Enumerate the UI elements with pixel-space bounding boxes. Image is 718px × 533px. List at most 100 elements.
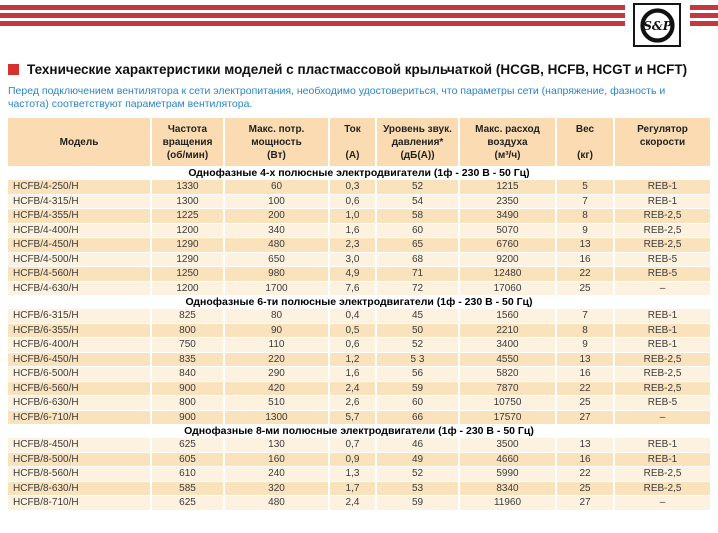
value-cell: 0,9 xyxy=(330,452,377,467)
value-cell: 320 xyxy=(225,481,330,496)
column-header: Макс. расход воздуха (м³/ч) xyxy=(460,118,557,167)
value-cell: 1,6 xyxy=(330,367,377,382)
table-row: HCFB/8-500/H 605 160 0,9 49 4660 16 REB-1 xyxy=(8,452,710,467)
column-header-line: (Вт) xyxy=(267,150,286,161)
value-cell: 50 xyxy=(377,323,460,338)
model-cell: HCFB/6-630/H xyxy=(8,396,152,411)
value-cell: 240 xyxy=(225,467,330,482)
value-cell: 22 xyxy=(557,381,615,396)
value-cell: REB-5 xyxy=(615,396,710,411)
value-cell: 16 xyxy=(557,252,615,267)
value-cell: 4,9 xyxy=(330,267,377,282)
value-cell: 650 xyxy=(225,252,330,267)
value-cell: 5820 xyxy=(460,367,557,382)
model-cell: HCFB/8-500/H xyxy=(8,452,152,467)
value-cell: 130 xyxy=(225,438,330,453)
column-header-line: (м³/ч) xyxy=(494,150,521,161)
value-cell: 10750 xyxy=(460,396,557,411)
table-row: HCFB/4-500/H 1290 650 3,0 68 9200 16 REB-5 xyxy=(8,252,710,267)
value-cell: 25 xyxy=(557,281,615,296)
page-title: Технические характеристики моделей с пла… xyxy=(27,62,688,77)
value-cell: 17570 xyxy=(460,410,557,425)
value-cell: 3490 xyxy=(460,209,557,224)
value-cell: 3500 xyxy=(460,438,557,453)
value-cell: REB-2,5 xyxy=(615,467,710,482)
value-cell: 6760 xyxy=(460,238,557,253)
section-header-row: Однофазные 4-х полюсные электродвигатели… xyxy=(8,167,710,180)
column-header-line: Уровень звук. xyxy=(383,124,452,135)
model-cell: HCFB/6-450/H xyxy=(8,352,152,367)
value-cell: 12480 xyxy=(460,267,557,282)
value-cell: 605 xyxy=(152,452,225,467)
table-row: HCFB/6-710/H 900 1300 5,7 66 17570 27– xyxy=(8,410,710,425)
value-cell: 2350 xyxy=(460,194,557,209)
value-cell: 480 xyxy=(225,238,330,253)
value-cell: 900 xyxy=(152,381,225,396)
value-cell: 1215 xyxy=(460,180,557,195)
table-row: HCFB/6-500/H 840 290 1,6 56 5820 16 REB-2,5 xyxy=(8,367,710,382)
value-cell: 2,4 xyxy=(330,381,377,396)
value-cell: 420 xyxy=(225,381,330,396)
value-cell: 60 xyxy=(377,223,460,238)
title-row: Технические характеристики моделей с пла… xyxy=(8,62,710,77)
value-cell: 5 xyxy=(557,180,615,195)
value-cell: 46 xyxy=(377,438,460,453)
column-header: Вес (кг) xyxy=(557,118,615,167)
model-cell: HCFB/4-630/H xyxy=(8,281,152,296)
section-title: Однофазные 6-ти полюсные электродвигател… xyxy=(8,296,710,309)
red-square-bullet-icon xyxy=(8,64,19,75)
value-cell: 825 xyxy=(152,309,225,324)
value-cell: 480 xyxy=(225,496,330,511)
model-cell: HCFB/6-355/H xyxy=(8,323,152,338)
model-cell: HCFB/6-400/H xyxy=(8,338,152,353)
value-cell: 7 xyxy=(557,194,615,209)
value-cell: REB-1 xyxy=(615,338,710,353)
value-cell: REB-1 xyxy=(615,309,710,324)
value-cell: 625 xyxy=(152,438,225,453)
value-cell: 9200 xyxy=(460,252,557,267)
value-cell: 59 xyxy=(377,381,460,396)
model-cell: HCFB/4-450/H xyxy=(8,238,152,253)
value-cell: 27 xyxy=(557,496,615,511)
value-cell: 1700 xyxy=(225,281,330,296)
value-cell: 1330 xyxy=(152,180,225,195)
value-cell: 52 xyxy=(377,180,460,195)
value-cell: 16 xyxy=(557,452,615,467)
column-header-line: Макс. потр. xyxy=(248,124,305,135)
value-cell: 840 xyxy=(152,367,225,382)
value-cell: 16 xyxy=(557,367,615,382)
table-row: HCFB/4-400/H 1200 340 1,6 60 5070 9 REB-2,5 xyxy=(8,223,710,238)
value-cell: 1225 xyxy=(152,209,225,224)
value-cell: 7870 xyxy=(460,381,557,396)
value-cell: 8 xyxy=(557,323,615,338)
value-cell: 11960 xyxy=(460,496,557,511)
column-header-line: Вес xyxy=(575,124,595,135)
value-cell: 54 xyxy=(377,194,460,209)
column-header-line: Ток xyxy=(344,124,361,135)
model-cell: HCFB/8-560/H xyxy=(8,467,152,482)
value-cell: 110 xyxy=(225,338,330,353)
table-row: HCFB/4-315/H 1300 100 0,6 54 2350 7 REB-1 xyxy=(8,194,710,209)
section-title: Однофазные 4-х полюсные электродвигатели… xyxy=(8,167,710,180)
table-row: HCFB/4-560/H 1250 980 4,9 71 12480 22 REB-5 xyxy=(8,267,710,282)
value-cell: REB-2,5 xyxy=(615,481,710,496)
value-cell: REB-1 xyxy=(615,323,710,338)
column-header-line: Модель xyxy=(59,136,99,148)
value-cell: 900 xyxy=(152,410,225,425)
value-cell: 1,3 xyxy=(330,467,377,482)
value-cell: 49 xyxy=(377,452,460,467)
value-cell: 5990 xyxy=(460,467,557,482)
column-header-line: давления* xyxy=(391,137,444,148)
value-cell: 80 xyxy=(225,309,330,324)
value-cell: 72 xyxy=(377,281,460,296)
value-cell: 9 xyxy=(557,338,615,353)
value-cell: 160 xyxy=(225,452,330,467)
column-header-line: скорости xyxy=(639,137,686,148)
brand-stripes-left xyxy=(0,5,625,26)
column-header-line: мощность xyxy=(251,137,302,148)
value-cell: 13 xyxy=(557,352,615,367)
value-cell: 2,6 xyxy=(330,396,377,411)
value-cell: 13 xyxy=(557,238,615,253)
table-row: HCFB/6-560/H 900 420 2,4 59 7870 22 REB-2,5 xyxy=(8,381,710,396)
